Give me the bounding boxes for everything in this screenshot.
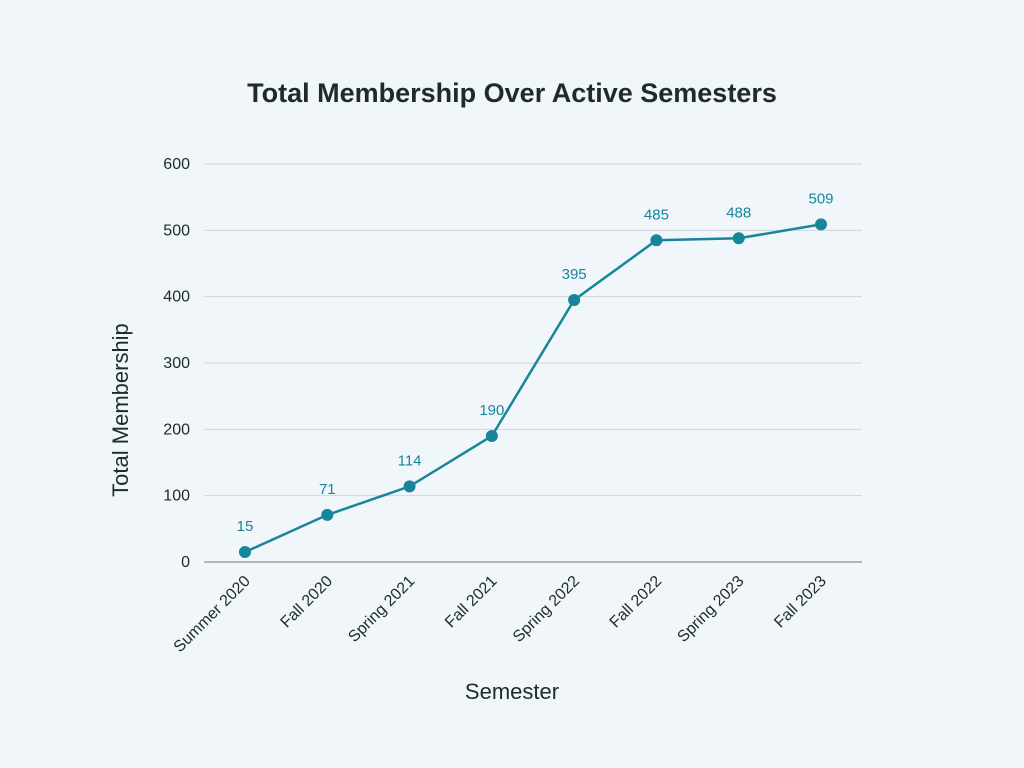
data-label: 509 xyxy=(808,190,833,207)
data-point xyxy=(815,218,827,231)
x-tick-label: Fall 2023 xyxy=(771,573,830,632)
data-label: 190 xyxy=(479,402,504,419)
x-tick-label: Summer 2020 xyxy=(171,573,254,656)
data-point xyxy=(403,480,416,493)
y-tick-label: 600 xyxy=(163,156,190,173)
x-tick-label: Spring 2021 xyxy=(345,573,418,646)
data-label: 15 xyxy=(237,518,254,535)
x-tick-label: Fall 2020 xyxy=(278,573,337,632)
data-point xyxy=(650,234,663,247)
data-label: 71 xyxy=(319,481,336,498)
chart-title: Total Membership Over Active Semesters xyxy=(247,78,777,108)
series-line xyxy=(244,223,822,554)
x-tick-label: Spring 2022 xyxy=(510,573,583,646)
x-tick-label: Fall 2022 xyxy=(607,573,666,632)
y-tick-label: 200 xyxy=(163,421,190,438)
data-label: 488 xyxy=(726,204,751,221)
y-tick-label: 100 xyxy=(163,488,190,505)
x-tick-label: Spring 2023 xyxy=(675,573,748,646)
x-tick-label: Fall 2021 xyxy=(442,573,501,632)
data-point xyxy=(568,293,581,306)
data-point xyxy=(732,232,745,245)
data-label: 485 xyxy=(644,206,669,223)
data-point xyxy=(239,546,251,559)
y-tick-label: 400 xyxy=(163,289,190,306)
series xyxy=(239,218,827,559)
data-label: 114 xyxy=(398,452,422,469)
grid xyxy=(204,163,862,497)
y-axis-title: Total Membership xyxy=(108,323,133,497)
y-tick-label: 0 xyxy=(181,554,190,571)
data-point xyxy=(321,508,334,521)
data-labels: 15 71 114 190 395 485 488 509 xyxy=(237,190,834,535)
x-axis-title: Semester xyxy=(465,679,559,704)
data-point xyxy=(485,429,498,442)
y-tick-label: 500 xyxy=(163,222,190,239)
y-tick-label: 300 xyxy=(163,355,190,372)
data-label: 395 xyxy=(562,266,587,283)
